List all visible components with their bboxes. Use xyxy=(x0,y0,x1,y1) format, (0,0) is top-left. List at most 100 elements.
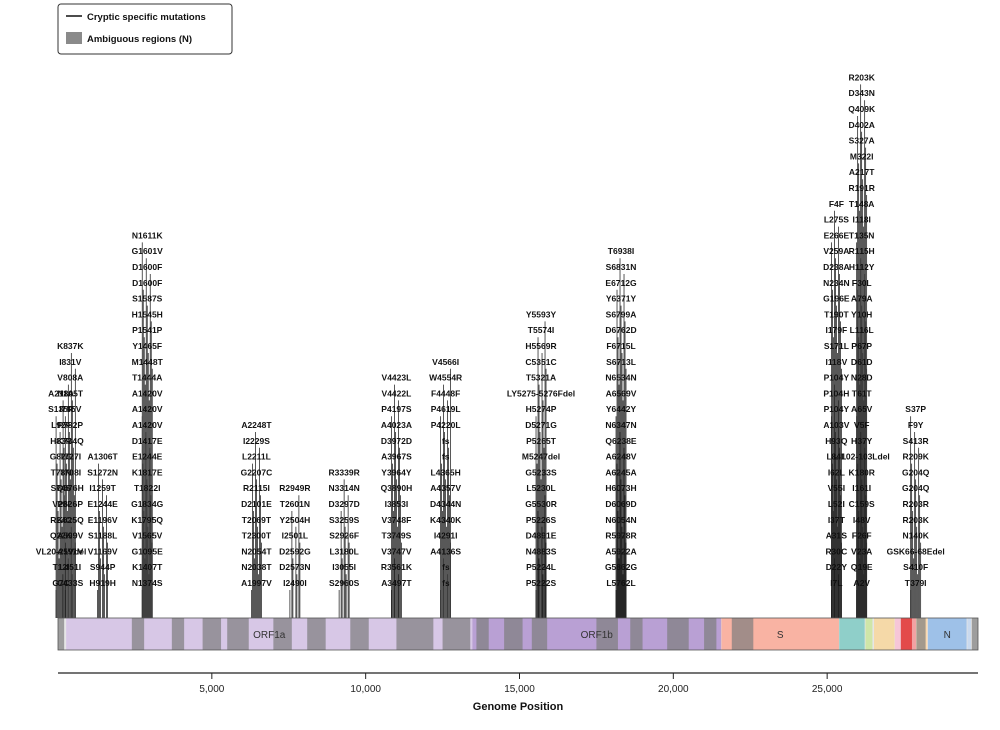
mutation-label: A1420V xyxy=(132,388,163,398)
mutation-label: F4F xyxy=(829,199,844,209)
mutation-label: H83R xyxy=(50,436,72,446)
mutation-label: I3055I xyxy=(332,562,356,572)
mutation-label: S413R xyxy=(903,436,929,446)
mutation-label: Y3964Y xyxy=(381,467,412,477)
mutation-label: I179F xyxy=(826,325,848,335)
mutation-label: M1448T xyxy=(132,357,164,367)
gene-orf7b xyxy=(911,618,916,650)
mutation-label: T6938I xyxy=(608,246,634,256)
gene-label: N xyxy=(944,630,951,641)
mutation-label: P1541P xyxy=(132,325,163,335)
mutation-label: I3853I xyxy=(385,499,409,509)
mutation-label: T5574I xyxy=(528,325,554,335)
mutation-label: A3497T xyxy=(381,578,412,588)
mutation-label: G5530R xyxy=(525,499,557,509)
mutation-label: R24C xyxy=(50,515,72,525)
mutation-label: fs xyxy=(442,578,450,588)
mutation-label: M5247del xyxy=(522,452,560,462)
mutation-label: N4883S xyxy=(526,546,557,556)
gene-n xyxy=(927,618,967,650)
mutation-label: Q3890H xyxy=(381,483,413,493)
ambiguous-region xyxy=(596,618,618,650)
legend-box-swatch xyxy=(66,32,82,44)
mutation-label: D6762D xyxy=(605,325,636,335)
mutation-label: T727I xyxy=(59,452,81,462)
mutation-label: F30L xyxy=(852,278,872,288)
mutation-label: A211A xyxy=(48,388,74,398)
ambiguous-region xyxy=(630,618,643,650)
mutation-label: D6069D xyxy=(605,499,636,509)
mutation-label: I2501L xyxy=(282,531,308,541)
legend-box xyxy=(57,3,233,55)
mutation-label: L5230L xyxy=(526,483,555,493)
x-axis: 5,000 10,000 15,000 20,000 25,000 xyxy=(58,672,978,695)
genome-track: ORF1a ORF1b S N xyxy=(57,617,979,651)
mutation-label: N1611K xyxy=(132,230,164,240)
mutation-label: F26F xyxy=(852,531,872,541)
mutation-label: E1244E xyxy=(87,499,118,509)
mutation-label: I2229S xyxy=(243,436,270,446)
mutation-label: A599V xyxy=(57,531,83,541)
mutation-label: V3747V xyxy=(381,546,412,556)
mutation-label: P5226S xyxy=(526,515,557,525)
mutation-label: R191R xyxy=(848,183,874,193)
mutation-label: L275S xyxy=(824,215,849,225)
mutation-label: Y5593Y xyxy=(526,309,557,319)
mutation-label: R30C xyxy=(826,546,848,556)
mutation-label: T5321A xyxy=(526,373,556,383)
mutation-label: P104Y xyxy=(824,404,850,414)
mutation-label: T148A xyxy=(849,199,875,209)
mutation-label: LI102-103Ldel xyxy=(834,452,890,462)
mutation-label: G2207C xyxy=(241,467,273,477)
mutation-label: A3967S xyxy=(381,452,412,462)
genome-track-border xyxy=(57,617,979,651)
mutation-label: D5271G xyxy=(525,420,557,430)
mutation-label: P5224L xyxy=(526,562,556,572)
legend: Cryptic specific mutations Ambiguous reg… xyxy=(57,3,233,55)
mutation-label: D1417E xyxy=(132,436,163,446)
mutation-label: A1420V xyxy=(132,420,163,430)
mutation-label: T2300T xyxy=(242,531,272,541)
mutation-label: C5351C xyxy=(525,357,556,367)
mutation-label: fs xyxy=(442,452,450,462)
ambiguous-region xyxy=(731,618,754,650)
mutation-label: A591V xyxy=(57,546,83,556)
mutation-label: G1601V xyxy=(132,246,164,256)
mutation-label: D1600F xyxy=(132,262,162,272)
mutation-label: S2926F xyxy=(329,531,359,541)
mutation-label: D3297D xyxy=(329,499,360,509)
mutation-label: I118V xyxy=(826,357,848,367)
mutation-label: P4197S xyxy=(381,404,412,414)
mutation-label: L84L xyxy=(826,452,846,462)
mutation-label: I161I xyxy=(852,483,871,493)
mutation-label: G7C xyxy=(52,578,69,588)
mutation-stems xyxy=(55,84,922,618)
mutation-label: T2069T xyxy=(242,515,272,525)
mutation-label: K4340K xyxy=(430,515,462,525)
ambiguous-region xyxy=(531,618,548,650)
mutation-label: I1259T xyxy=(89,483,116,493)
mutation-label: A4357V xyxy=(430,483,461,493)
gene-label: ORF1b xyxy=(581,630,614,641)
mutation-label: A2248T xyxy=(241,420,272,430)
x-tick-label: 15,000 xyxy=(504,684,535,695)
mutation-label: fs xyxy=(442,562,450,572)
mutation-label: S410F xyxy=(903,562,928,572)
mutation-label: T61T xyxy=(852,388,873,398)
mutation-label: H5274P xyxy=(526,404,557,414)
mutation-label: L5762L xyxy=(606,578,635,588)
mutation-label: D343N xyxy=(848,88,874,98)
x-axis-title: Genome Position xyxy=(473,701,564,713)
mutation-label: K180R xyxy=(848,467,874,477)
mutation-label: S171L xyxy=(824,341,849,351)
mutation-label: S6713L xyxy=(606,357,636,367)
mutation-label: S74S xyxy=(51,483,72,493)
mutation-label: Y2504H xyxy=(280,515,311,525)
mutation-label: L52I xyxy=(828,499,845,509)
mutation-label: H919H xyxy=(89,578,115,588)
mutation-label: P5265T xyxy=(526,436,557,446)
mutation-label: S3259S xyxy=(329,515,360,525)
mutation-label: A6569V xyxy=(606,388,637,398)
mutation-label: P4619L xyxy=(431,404,461,414)
mutation-label: N28D xyxy=(851,373,873,383)
